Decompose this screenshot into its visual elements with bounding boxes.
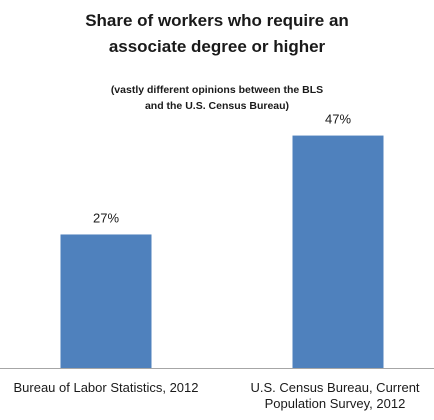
data-label-bls-2012: 27% <box>93 210 119 225</box>
bar-bls-2012 <box>60 234 152 368</box>
chart-title-line-1: Share of workers who require an <box>85 11 349 30</box>
chart-subtitle-line-2: and the U.S. Census Bureau) <box>144 100 290 112</box>
data-label-census-cps-2012: 47% <box>325 112 351 127</box>
chart-title: Share of workers who require an associat… <box>0 8 434 60</box>
chart-title-line-2: associate degree or higher <box>108 37 326 56</box>
category-label-line: Bureau of Labor Statistics, 2012 <box>13 380 199 395</box>
category-label-line: U.S. Census Bureau, Current <box>250 380 420 395</box>
category-label-line: Population Survey, 2012 <box>264 396 406 411</box>
chart-subtitle-line-1: (vastly different opinions between the B… <box>110 84 324 96</box>
category-label-census-cps-2012: U.S. Census Bureau, Current Population S… <box>236 380 434 412</box>
chart-subtitle: (vastly different opinions between the B… <box>0 82 434 114</box>
bar-census-cps-2012 <box>292 135 384 368</box>
category-label-bls-2012: Bureau of Labor Statistics, 2012 <box>0 380 212 396</box>
